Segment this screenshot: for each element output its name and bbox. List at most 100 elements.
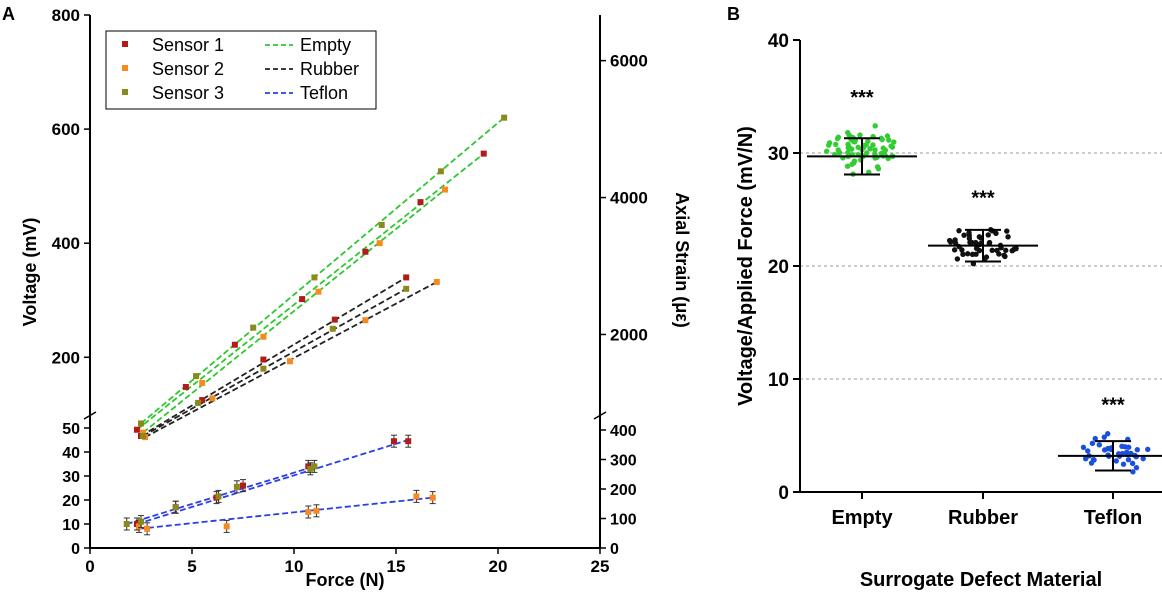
data-point-teflon [1128, 450, 1134, 457]
fit-line-empty [140, 116, 505, 425]
y-tick-label: 10 [768, 370, 789, 391]
data-point-empty [826, 140, 833, 146]
y-tick-label: 400 [52, 234, 80, 253]
data-point-sensor-2 [199, 379, 206, 386]
data-point-teflon [1089, 440, 1096, 447]
data-point-empty [844, 163, 851, 169]
data-point-teflon [1130, 469, 1136, 475]
legend-marker-sensor-1 [122, 41, 128, 47]
significance-empty: *** [850, 87, 874, 109]
data-point-empty [880, 145, 886, 151]
data-point-empty [878, 135, 884, 142]
legend-marker-sensor-2 [122, 65, 128, 71]
y-tick-label: 0 [71, 541, 80, 558]
data-point-teflon [1080, 444, 1087, 451]
data-point-sensor-3 [311, 463, 318, 470]
y-tick-label: 40 [62, 445, 80, 462]
data-point-sensor-3 [195, 399, 202, 406]
y-tick-label: 800 [52, 6, 80, 25]
panel-a-label: A [2, 4, 15, 24]
x-tick-label: 10 [285, 557, 304, 576]
data-point-sensor-1 [182, 383, 189, 390]
y-tick-label: 20 [768, 257, 789, 278]
data-point-rubber [947, 239, 954, 245]
data-point-empty [834, 135, 841, 142]
significance-rubber: *** [971, 188, 995, 210]
fit-line-rubber [140, 276, 407, 437]
panel-a-y2-axis-title: Axial Strain (με) [672, 192, 692, 328]
data-point-empty [833, 141, 839, 148]
data-point-sensor-3 [250, 324, 257, 331]
category-label-rubber: Rubber [948, 507, 1018, 529]
data-point-sensor-2 [413, 493, 420, 500]
data-point-empty [851, 158, 858, 164]
data-point-sensor-2 [260, 333, 267, 340]
data-point-empty [864, 150, 870, 156]
data-point-sensor-3 [378, 221, 385, 228]
data-point-rubber [973, 239, 979, 246]
y-tick-label: 20 [62, 493, 80, 510]
data-point-sensor-2 [140, 429, 147, 436]
legend-marker-sensor-3 [122, 89, 128, 95]
legend-label-empty: Empty [300, 35, 351, 55]
data-point-rubber [952, 240, 959, 246]
data-point-empty [867, 146, 873, 152]
data-point-sensor-3 [260, 365, 267, 372]
data-point-sensor-1 [480, 150, 487, 157]
panel-a: 0 5 10 15 20 25200400600800200040006000010203… [20, 6, 692, 590]
data-point-sensor-1 [405, 438, 412, 445]
data-point-teflon [1125, 457, 1132, 463]
data-point-sensor-3 [501, 114, 508, 121]
significance-teflon: *** [1101, 394, 1125, 416]
y-tick-label: 10 [62, 517, 80, 534]
data-point-sensor-3 [233, 483, 240, 490]
data-point-sensor-3 [215, 493, 222, 500]
data-point-rubber [994, 247, 1000, 254]
y-tick-label: 30 [62, 469, 80, 486]
data-point-rubber [973, 245, 980, 252]
fit-line-empty [136, 152, 485, 431]
data-point-sensor-3 [311, 274, 318, 281]
data-point-sensor-1 [299, 296, 306, 303]
data-point-sensor-1 [417, 199, 424, 206]
panel-a-x-axis-title: Force (N) [305, 570, 384, 590]
data-point-sensor-2 [223, 523, 230, 530]
data-point-teflon [1145, 446, 1151, 453]
data-point-rubber [1003, 247, 1009, 254]
category-label-teflon: Teflon [1084, 507, 1143, 529]
legend-label-teflon: Teflon [300, 83, 348, 103]
fit-line-teflon [138, 496, 433, 530]
category-label-empty: Empty [831, 507, 893, 529]
x-tick-label: 20 [489, 557, 508, 576]
legend-frame [105, 30, 377, 110]
x-tick-label: 15 [387, 557, 406, 576]
data-point-sensor-1 [362, 248, 369, 255]
data-point-sensor-2 [441, 186, 448, 193]
data-point-rubber [964, 251, 971, 257]
data-point-sensor-3 [329, 325, 336, 332]
data-point-empty [855, 144, 861, 150]
data-point-empty [872, 147, 878, 153]
data-point-teflon [1088, 460, 1095, 466]
data-point-sensor-2 [144, 525, 151, 532]
data-point-rubber [985, 232, 991, 238]
data-point-teflon [1105, 445, 1111, 452]
data-point-empty [884, 133, 891, 139]
y2-tick-label: 2000 [610, 325, 648, 344]
y2-tick-label: 6000 [610, 52, 648, 71]
data-point-empty [846, 144, 853, 151]
fit-line-teflon [136, 439, 409, 525]
data-point-empty [845, 149, 851, 156]
data-point-rubber [1005, 234, 1011, 240]
fit-line-teflon [126, 465, 315, 525]
data-point-rubber [1002, 253, 1008, 260]
data-point-teflon [1124, 449, 1130, 455]
data-point-sensor-3 [138, 420, 144, 427]
y-tick-label: 30 [768, 144, 789, 165]
data-point-teflon [1085, 448, 1091, 454]
data-point-empty [823, 148, 830, 154]
data-point-sensor-2 [209, 395, 216, 402]
data-point-rubber [973, 251, 979, 257]
x-tick-label: 5 [187, 557, 196, 576]
